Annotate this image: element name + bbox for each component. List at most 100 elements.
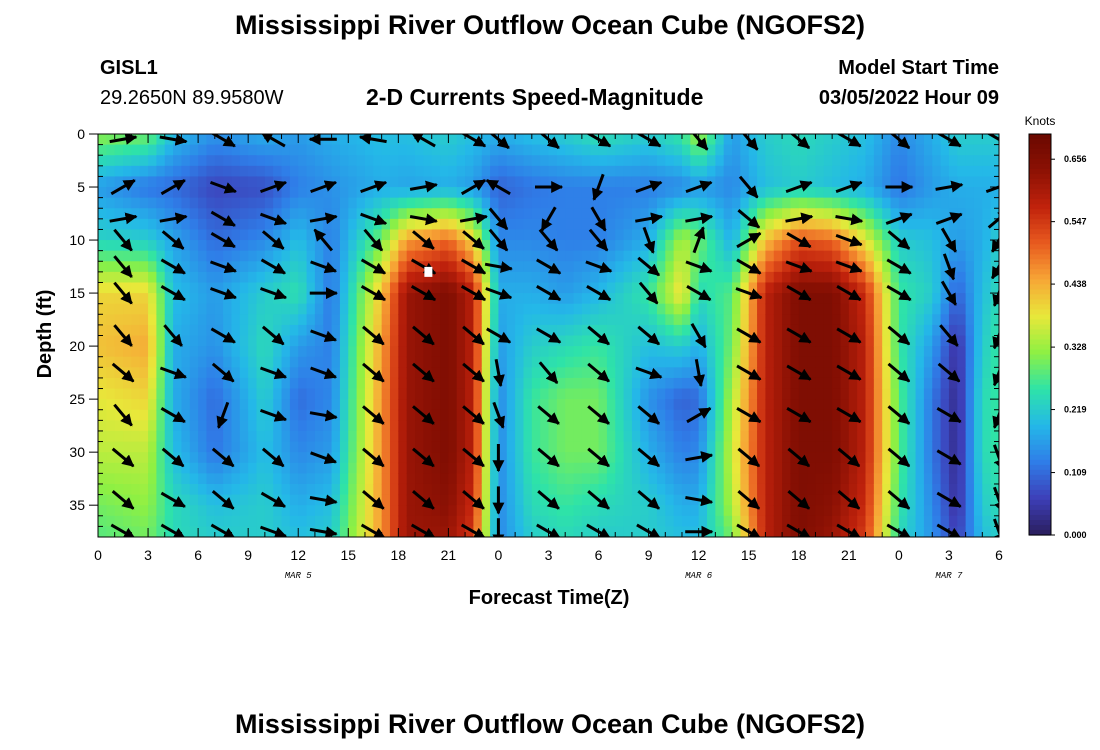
heatmap-cell [773, 293, 783, 305]
heatmap-cell [398, 515, 408, 527]
heatmap-cell [123, 197, 132, 209]
heatmap-cell [807, 229, 817, 241]
heatmap-cell [757, 473, 766, 485]
heatmap-cell [381, 494, 391, 506]
heatmap-cell [381, 261, 391, 273]
heatmap-cell [531, 229, 541, 241]
heatmap-cell [473, 462, 483, 474]
heatmap-cell [990, 229, 999, 241]
heatmap-cell [506, 293, 516, 305]
heatmap-cell [348, 271, 358, 284]
heatmap-cell [590, 420, 600, 432]
heatmap-cell [223, 377, 233, 390]
heatmap-cell [156, 165, 166, 178]
heatmap-cell [823, 240, 833, 252]
heatmap-cell [715, 452, 725, 464]
heatmap-cell [531, 324, 541, 337]
heatmap-cell [498, 526, 508, 537]
heatmap-cell [331, 314, 341, 326]
heatmap-cell [823, 176, 833, 188]
heatmap-cell [982, 208, 992, 220]
heatmap-cell [615, 515, 625, 527]
heatmap-cell [148, 134, 157, 146]
heatmap-cell [381, 155, 391, 167]
heatmap-cell [990, 367, 999, 379]
heatmap-cell [857, 271, 867, 284]
heatmap-cell [231, 324, 241, 337]
heatmap-cell [648, 303, 658, 315]
heatmap-cell [656, 526, 666, 537]
heatmap-cell [448, 282, 458, 294]
heatmap-cell [932, 261, 942, 273]
heatmap-cell [314, 483, 324, 496]
heatmap-cell [456, 314, 466, 326]
heatmap-cell [673, 377, 683, 390]
heatmap-cell [248, 282, 258, 294]
heatmap-cell [748, 441, 758, 453]
heatmap-cell [389, 187, 399, 199]
heatmap-cell [990, 346, 999, 358]
heatmap-cell [832, 399, 842, 411]
heatmap-cell [815, 165, 825, 178]
heatmap-cell [431, 409, 441, 421]
heatmap-cell [807, 155, 817, 167]
heatmap-cell [948, 187, 958, 199]
heatmap-cell [381, 282, 391, 294]
heatmap-cell [773, 483, 783, 496]
heatmap-cell [298, 271, 308, 284]
heatmap-cell [823, 473, 833, 485]
heatmap-cell [423, 271, 433, 284]
heatmap-cell [314, 356, 324, 368]
heatmap-cell [364, 144, 374, 156]
heatmap-cell [373, 303, 383, 315]
heatmap-cell [289, 144, 299, 156]
heatmap-cell [465, 303, 475, 315]
heatmap-cell [465, 346, 475, 358]
heatmap-cell [790, 197, 800, 209]
heatmap-cell [832, 505, 842, 517]
heatmap-cell [164, 144, 174, 156]
heatmap-cell [807, 388, 817, 400]
heatmap-cell [381, 505, 391, 517]
heatmap-cell [289, 409, 299, 421]
heatmap-cell [256, 367, 266, 379]
heatmap-cell [206, 218, 216, 231]
current-vector-arrow [992, 410, 999, 429]
heatmap-cell [698, 155, 708, 167]
current-vector-arrow [985, 185, 999, 194]
heatmap-cell [990, 303, 999, 315]
heatmap-cell [757, 367, 766, 379]
heatmap-cell [915, 430, 925, 443]
heatmap-cell [907, 314, 917, 326]
heatmap-cell [515, 187, 525, 199]
heatmap-cell [973, 356, 983, 368]
heatmap-cell [898, 324, 908, 337]
heatmap-cell [406, 494, 416, 506]
heatmap-cell [656, 250, 666, 262]
heatmap-cell [373, 208, 383, 220]
heatmap-cell [498, 155, 508, 167]
heatmap-cell [823, 367, 833, 379]
heatmap-cell [248, 367, 258, 379]
heatmap-cell [273, 420, 283, 432]
heatmap-cell [606, 208, 616, 220]
heatmap-cell [523, 282, 533, 294]
current-vector-arrow [887, 490, 911, 510]
heatmap-cell [98, 420, 107, 432]
colorbar-swatch [1029, 484, 1051, 491]
heatmap-cell [882, 229, 892, 241]
heatmap-cell [873, 261, 883, 273]
heatmap-cell [631, 515, 641, 527]
heatmap-cell [606, 250, 616, 262]
heatmap-cell [481, 271, 491, 284]
heatmap-cell [790, 441, 800, 453]
heatmap-cell [389, 324, 399, 337]
heatmap-cell [623, 144, 633, 156]
heatmap-cell [740, 430, 750, 443]
colorbar-swatch [1029, 239, 1051, 245]
heatmap-cell [515, 409, 525, 421]
heatmap-cell [465, 452, 475, 464]
heatmap-cell [940, 388, 950, 400]
heatmap-cell [740, 314, 750, 326]
heatmap-cell [223, 282, 233, 294]
